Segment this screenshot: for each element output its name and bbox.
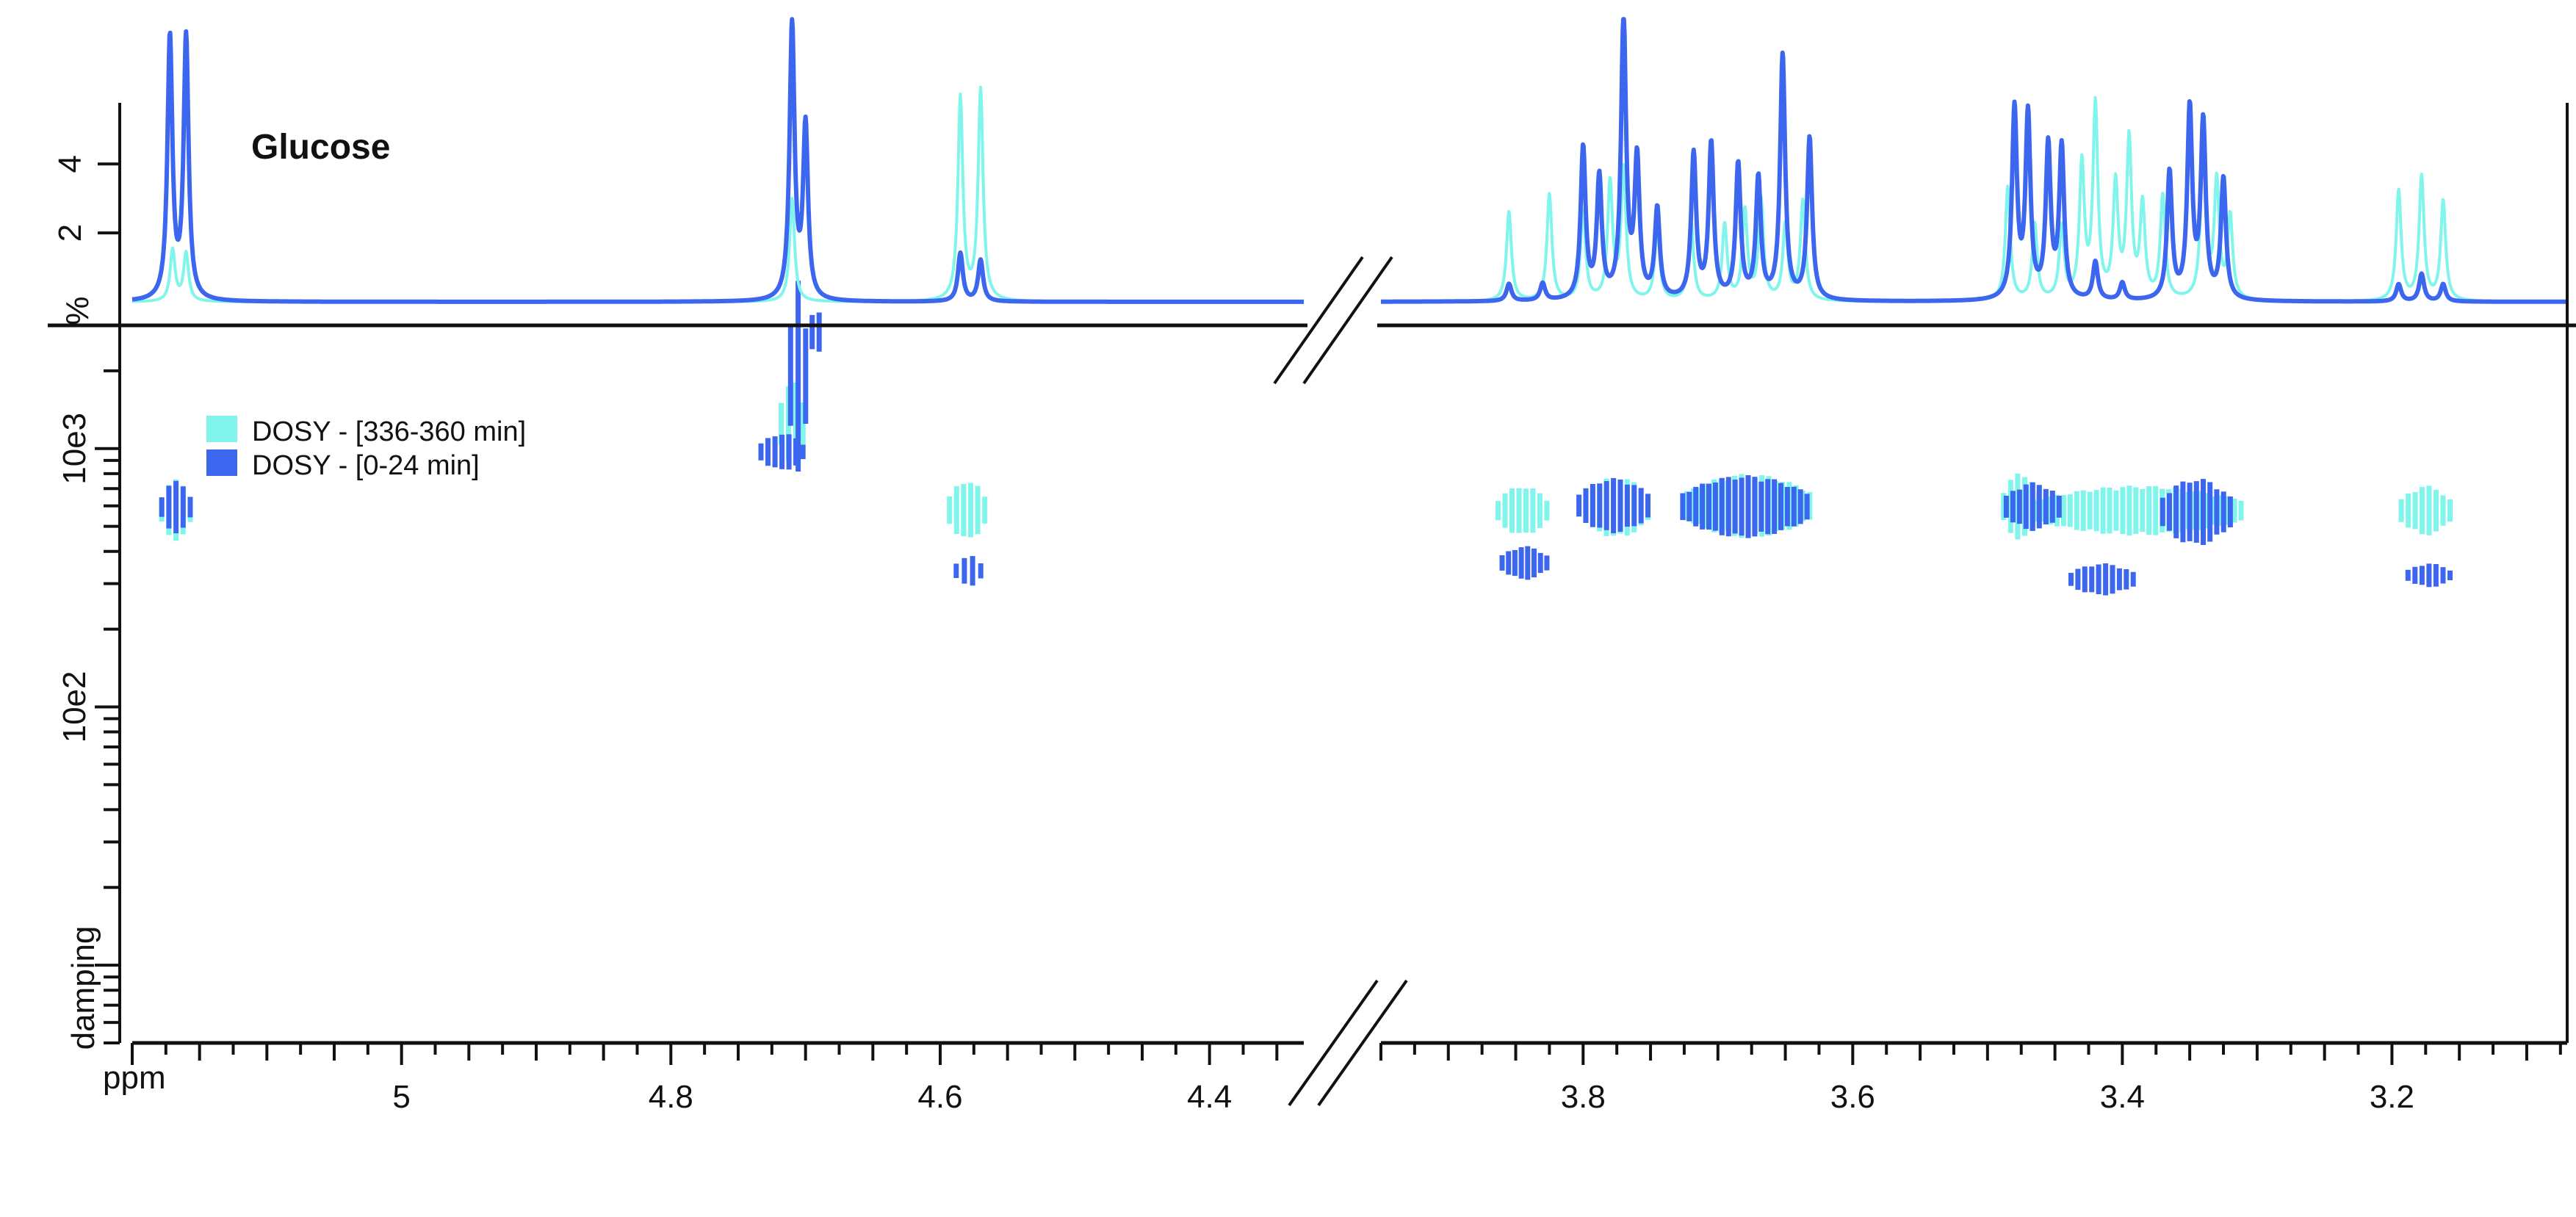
dosy-y-tick-label: 10e2: [57, 671, 93, 743]
axis-break-mark: [1273, 256, 1364, 385]
dosy-peak-early-5: [1499, 546, 1550, 580]
dosy-peak-early-8: [2003, 482, 2062, 531]
spectrum-y-tick-label: 2: [52, 224, 88, 242]
x-tick-label: 4.8: [649, 1079, 693, 1115]
dosy-peak-early-0: [159, 480, 193, 534]
axis-breaks: [1273, 256, 1408, 1107]
axis-break-mark: [1317, 979, 1408, 1107]
dosy-y-axis-label: damping: [65, 926, 101, 1050]
axes: 2 4 10e2 10e3 5 4.8 4.6 4.4 3.8 3.6 3.4 3.2: [48, 103, 2576, 1115]
dosy-peak-early-2: [758, 434, 806, 470]
dosy-peak-early-1: [787, 281, 809, 472]
dosy-peak-early-3: [809, 312, 822, 352]
spectrum-plot-area: [130, 17, 2569, 304]
dosy-peak-late-2: [947, 483, 988, 538]
x-tick-label: 3.8: [1561, 1079, 1606, 1115]
x-tick-label: 3.6: [1830, 1079, 1875, 1115]
dosy-peak-early-9: [2068, 563, 2136, 596]
legend-swatch-early: [206, 449, 237, 476]
spectrum-trace-early-segment-1: [1379, 17, 2569, 304]
x-tick-label: 5: [392, 1079, 410, 1115]
x-tick-label: 4.6: [917, 1079, 962, 1115]
x-tick-label: 4.4: [1187, 1079, 1232, 1115]
x-tick-label: 3.4: [2100, 1079, 2145, 1115]
axis-break-mark: [1302, 256, 1393, 385]
dosy-peak-early-7: [1680, 475, 1810, 538]
legend-label-early: DOSY - [0-24 min]: [252, 450, 480, 481]
dosy-plot-area: [159, 281, 2453, 596]
legend-label-late: DOSY - [336-360 min]: [252, 416, 526, 447]
spectrum-trace-early-segment-0: [130, 17, 1306, 304]
dosy-peak-early-4: [953, 556, 984, 586]
spectrum-trace-late-segment-0: [131, 85, 1305, 303]
chart-title: Glucose: [251, 128, 390, 167]
dosy-peak-early-6: [1576, 477, 1650, 533]
axis-break-mark: [1288, 979, 1379, 1107]
x-axis-unit-label: ppm: [103, 1060, 166, 1096]
dosy-peak-early-11: [2405, 563, 2453, 588]
dosy-peak-late-8: [2398, 485, 2453, 535]
spectrum-y-tick-label: 4: [52, 155, 88, 173]
legend: DOSY - [336-360 min] DOSY - [0-24 min]: [206, 416, 526, 481]
dosy-peak-early-10: [2160, 479, 2233, 545]
dosy-peak-late-3: [1496, 488, 1550, 533]
spectrum-y-axis-label: %: [59, 296, 95, 325]
legend-swatch-late: [206, 416, 237, 442]
dosy-y-tick-label: 10e3: [57, 413, 93, 485]
spectrum-trace-late-segment-1: [1379, 95, 2569, 303]
x-tick-label: 3.2: [2370, 1079, 2414, 1115]
